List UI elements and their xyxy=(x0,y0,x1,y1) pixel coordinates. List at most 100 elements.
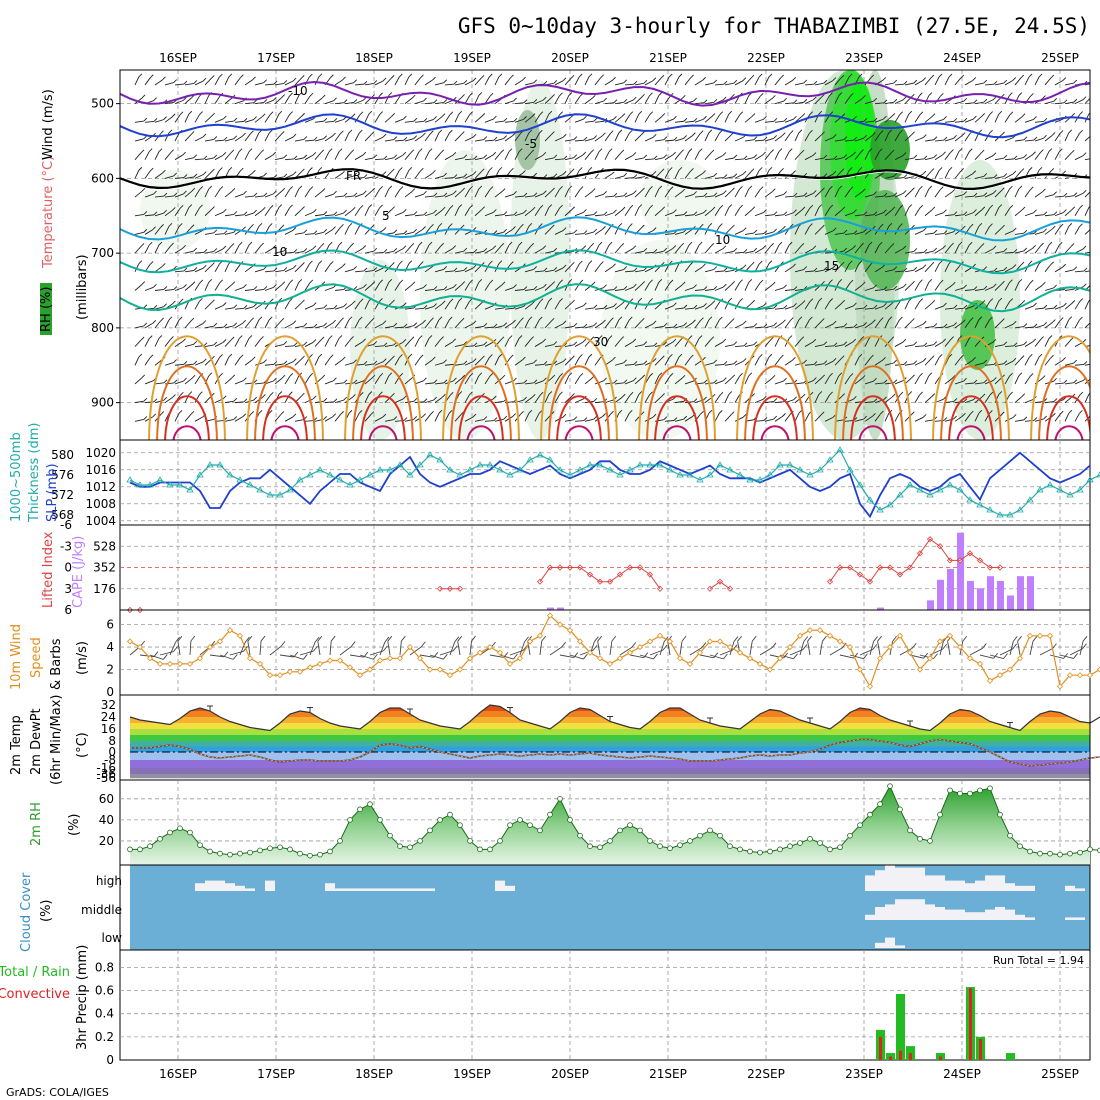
upper-wind-barb xyxy=(894,270,905,273)
upper-wind-barb xyxy=(164,175,174,179)
upper-wind-barb-feather xyxy=(1030,93,1034,97)
wind-speed-point xyxy=(766,666,774,673)
temp-tick-label: 24 xyxy=(101,710,116,724)
upper-wind-barb-feather xyxy=(1059,130,1064,134)
upper-wind-barb xyxy=(474,344,484,348)
upper-wind-barb-feather xyxy=(161,263,166,267)
upper-wind-barb xyxy=(684,380,694,385)
upper-wind-barb xyxy=(704,246,712,254)
upper-wind-barb-feather xyxy=(211,299,215,304)
upper-wind-barb xyxy=(564,139,574,142)
upper-wind-barb xyxy=(1054,266,1063,273)
upper-wind-barb xyxy=(464,416,474,422)
upper-wind-barb xyxy=(734,230,744,235)
upper-wind-barb xyxy=(344,319,350,329)
upper-wind-barb-feather xyxy=(708,316,713,321)
upper-wind-barb-feather xyxy=(292,133,297,138)
upper-wind-barb xyxy=(1084,270,1090,273)
upper-wind-barb-feather xyxy=(433,286,438,290)
surface-temp-contour xyxy=(1038,365,1090,440)
cloud-cell-middle xyxy=(975,912,985,920)
upper-wind-barb xyxy=(474,302,482,310)
upper-wind-barb-feather xyxy=(683,135,687,139)
upper-wind-barb xyxy=(644,80,654,86)
thickness-tick-label: 580 xyxy=(51,448,74,462)
upper-wind-barb-feather xyxy=(960,168,964,172)
cloud-cell-high xyxy=(1065,885,1075,891)
upper-wind-barb xyxy=(354,154,364,161)
upper-wind-barb-feather xyxy=(371,187,376,192)
wind-speed-point xyxy=(616,655,624,662)
upper-wind-barb-feather xyxy=(768,73,773,78)
upper-wind-barb xyxy=(374,267,384,273)
rh-point xyxy=(877,801,883,807)
wind-barb-feather xyxy=(454,636,460,643)
upper-wind-barb xyxy=(1044,100,1054,105)
upper-wind-barb-feather xyxy=(419,354,424,359)
upper-wind-barb-feather xyxy=(373,154,378,159)
upper-wind-barb xyxy=(194,95,201,104)
upper-wind-barb xyxy=(714,114,721,123)
upper-wind-barb xyxy=(454,250,464,254)
upper-wind-barb xyxy=(874,151,880,160)
upper-wind-barb-feather xyxy=(342,76,346,81)
cloud-cell-middle xyxy=(1005,909,1015,920)
upper-wind-barb xyxy=(924,326,934,329)
upper-wind-barb xyxy=(264,208,271,217)
upper-wind-barb xyxy=(764,284,773,291)
temp2m-label-3: (6hr Min/Max) xyxy=(49,695,64,785)
wind-speed-point xyxy=(986,677,994,684)
upper-wind-barb xyxy=(764,377,773,385)
upper-wind-barb-feather xyxy=(238,148,243,153)
upper-wind-barb xyxy=(284,267,294,273)
upper-wind-barb-feather xyxy=(649,111,654,115)
upper-wind-barb-feather xyxy=(748,279,753,283)
temp2m-label-2: 2m DewPt xyxy=(29,708,44,775)
upper-wind-barb xyxy=(1084,300,1090,310)
rh-blob xyxy=(420,150,510,440)
upper-wind-barb-feather xyxy=(163,192,168,197)
upper-wind-barb-feather xyxy=(162,169,166,174)
precip-panel-frame xyxy=(119,949,1091,1061)
wind-barb xyxy=(979,654,994,659)
upper-wind-barb-feather xyxy=(393,248,398,252)
upper-wind-barb xyxy=(984,192,994,198)
upper-wind-barb xyxy=(884,101,894,105)
upper-wind-barb xyxy=(164,152,172,160)
upper-wind-barb-feather xyxy=(713,98,718,103)
upper-wind-barb xyxy=(644,282,650,291)
upper-wind-barb xyxy=(694,266,703,273)
thickness-point xyxy=(206,461,214,468)
upper-wind-barb-feather xyxy=(840,261,845,266)
upper-wind-barb xyxy=(224,246,232,254)
upper-wind-barb xyxy=(704,339,712,347)
upper-wind-barb xyxy=(604,226,611,235)
thickness-point xyxy=(346,481,354,488)
upper-wind-barb xyxy=(364,269,374,273)
upper-wind-barb-feather xyxy=(233,416,238,420)
upper-wind-barb-feather xyxy=(652,227,657,231)
upper-wind-barb-feather xyxy=(1028,353,1033,358)
upper-wind-barb xyxy=(824,189,830,198)
upper-wind-barb xyxy=(614,288,624,291)
upper-wind-barb-feather xyxy=(141,374,146,379)
upper-wind-barb-feather xyxy=(789,130,794,134)
upper-wind-barb-feather xyxy=(973,209,977,213)
upper-wind-barb xyxy=(134,152,142,160)
upper-wind-barb-feather xyxy=(263,99,268,103)
upper-wind-barb-feather xyxy=(411,188,416,192)
upper-wind-barb-feather xyxy=(178,223,183,227)
cloud-cell-middle xyxy=(885,904,895,920)
upper-wind-barb xyxy=(284,174,294,179)
upper-wind-barb xyxy=(424,195,434,198)
upper-wind-barb xyxy=(694,79,703,86)
upper-wind-barb xyxy=(244,306,254,310)
upper-wind-barb-feather xyxy=(203,155,208,160)
upper-wind-barb-feather xyxy=(238,241,243,246)
upper-wind-barb xyxy=(194,189,201,198)
upper-wind-barb-feather xyxy=(503,228,508,233)
upper-wind-barb xyxy=(864,151,870,160)
wind-barb xyxy=(177,641,181,656)
upper-wind-barb-feather xyxy=(231,188,236,192)
upper-wind-barb xyxy=(924,419,934,422)
